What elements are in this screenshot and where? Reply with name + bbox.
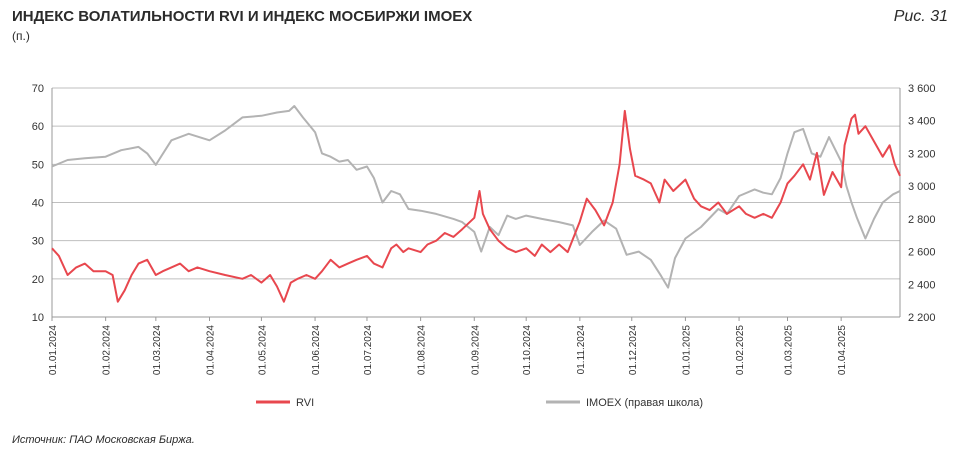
source-note: Источник: ПАО Московская Биржа.: [12, 434, 195, 446]
right-tick-label: 2 800: [908, 214, 936, 226]
left-tick-label: 30: [32, 236, 44, 248]
left-tick-label: 20: [32, 274, 44, 286]
x-tick-label: 01.09.2024: [470, 325, 481, 375]
legend-rvi-label: RVI: [296, 397, 314, 409]
rvi-line: [51, 109, 901, 303]
x-tick-label: 01.03.2024: [152, 325, 163, 375]
x-tick-label: 01.12.2024: [628, 325, 639, 375]
x-tick-label: 01.07.2024: [363, 325, 374, 375]
legend: RVI IMOEX (правая школа): [256, 397, 703, 409]
imoex-line: [51, 105, 901, 289]
x-tick-label: 01.11.2024: [576, 325, 587, 375]
x-tick-label: 01.04.2025: [837, 325, 848, 375]
figure-label: Рис. 31: [893, 8, 948, 25]
x-tick-label: 01.06.2024: [311, 325, 322, 375]
x-axis-ticks: 01.01.2024 01.02.2024 01.03.2024 01.04.2024…: [48, 317, 848, 375]
left-tick-label: 50: [32, 159, 44, 171]
series-lines: [51, 105, 901, 303]
chart-unit: (п.): [12, 29, 30, 43]
x-tick-label: 01.04.2024: [205, 325, 216, 375]
left-tick-label: 70: [32, 83, 44, 95]
gridlines: [51, 87, 901, 318]
right-tick-label: 3 200: [908, 148, 936, 160]
chart-title: ИНДЕКС ВОЛАТИЛЬНОСТИ RVI И ИНДЕКС МОСБИР…: [12, 8, 473, 25]
right-tick-label: 2 400: [908, 279, 936, 291]
right-axis-ticks: 2 200 2 400 2 600 2 800 3 000 3 200 3 400 3 600: [908, 83, 936, 324]
left-tick-label: 40: [32, 198, 44, 210]
right-tick-label: 2 600: [908, 247, 936, 259]
x-tick-label: 01.08.2024: [417, 325, 428, 375]
volatility-chart: 10 20 30 40 50 60 70 2 200 2 400 2 600 2 800 3 000…: [32, 83, 936, 409]
x-tick-label: 01.01.2025: [681, 325, 692, 375]
left-axis-ticks: 10 20 30 40 50 60 70: [32, 83, 44, 324]
x-tick-label: 01.10.2024: [522, 325, 533, 375]
left-tick-label: 60: [32, 121, 44, 133]
left-tick-label: 10: [32, 312, 44, 324]
x-tick-label: 01.03.2025: [784, 325, 795, 375]
right-tick-label: 2 200: [908, 312, 936, 324]
right-tick-label: 3 000: [908, 181, 936, 193]
legend-imoex-label: IMOEX (правая школа): [586, 397, 703, 409]
right-tick-label: 3 400: [908, 116, 936, 128]
x-tick-label: 01.02.2025: [735, 325, 746, 375]
x-tick-label: 01.05.2024: [257, 325, 268, 375]
x-tick-label: 01.02.2024: [102, 325, 113, 375]
x-tick-label: 01.01.2024: [48, 325, 59, 375]
right-tick-label: 3 600: [908, 83, 936, 95]
